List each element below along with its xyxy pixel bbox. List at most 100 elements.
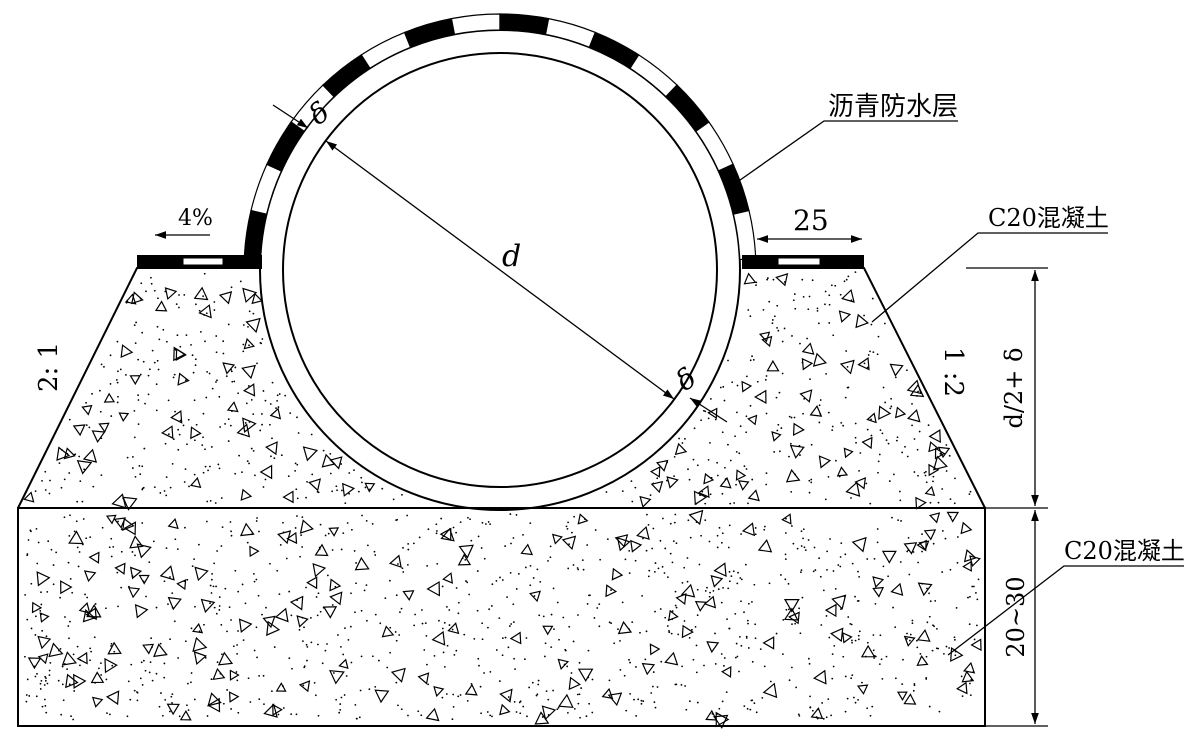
aggregate-dot [86,596,89,599]
aggregate-dot [363,589,366,592]
aggregate-dot [195,423,198,426]
aggregate-dot [605,491,608,493]
aggregate-dot [250,533,253,536]
aggregate-dot [90,650,93,653]
aggregate-dot [278,393,281,395]
aggregate-dot [241,433,243,436]
aggregate-dot [155,409,158,412]
aggregate-dot [448,609,451,611]
aggregate-dot [925,655,928,658]
aggregate-triangle [855,313,870,329]
aggregate-dot [39,609,42,612]
aggregate-triangle [381,625,395,638]
aggregate-dot [640,699,643,702]
aggregate-triangle [843,447,854,459]
aggregate-triangle [161,425,174,440]
aggregate-dot [666,625,669,627]
aggregate-dot [640,702,643,705]
aggregate-dot [854,639,857,642]
aggregate-dot [269,423,271,426]
aggregate-dot [481,521,484,524]
aggregate-dot [68,534,71,537]
aggregate-dot [264,399,267,402]
aggregate-dot [568,543,571,546]
aggregate-dot [171,702,173,704]
aggregate-dot [802,528,805,531]
aggregate-dot [809,706,812,709]
aggregate-triangle [136,543,152,559]
aggregate-dot [790,416,793,419]
aggregate-dot [69,514,71,517]
aggregate-dot [890,405,893,408]
aggregate-dot [253,580,256,583]
aggregate-dot [98,667,100,670]
waterproof-label: 沥青防水层 [828,92,958,122]
aggregate-dot [331,490,334,493]
aggregate-dot [258,530,260,533]
aggregate-dot [779,450,781,453]
aggregate-dot [578,661,581,664]
aggregate-dot [315,596,318,598]
aggregate-dot [82,518,85,520]
aggregate-dot [108,713,111,716]
aggregate-dot [255,626,258,629]
aggregate-dot [295,713,298,716]
aggregate-dot [300,534,303,537]
aggregate-dot [778,391,781,394]
aggregate-dot [878,663,881,666]
aggregate-dot [927,424,930,427]
aggregate-triangle [713,562,727,577]
aggregate-dot [219,426,222,428]
aggregate-dot [250,447,253,450]
aggregate-dot [44,675,47,678]
aggregate-dot [933,625,935,628]
aggregate-triangle [321,453,336,468]
aggregate-dot [652,482,655,485]
aggregate-dot [807,657,810,660]
aggregate-dot [736,655,739,658]
aggregate-dot [316,614,319,617]
aggregate-dot [269,562,271,565]
aggregate-dot [344,627,346,630]
aggregate-dot [542,615,545,618]
aggregate-triangle [23,491,35,503]
aggregate-dot [142,360,145,363]
aggregate-dot [900,520,902,522]
aggregate-dot [110,642,113,645]
aggregate-dot [909,633,912,636]
aggregate-dot [487,626,489,629]
aggregate-dot [139,473,142,476]
aggregate-triangle [105,690,120,706]
aggregate-dot [186,443,188,446]
aggregate-dot [708,540,711,543]
aggregate-dot [755,284,757,287]
aggregate-dot [41,629,44,632]
aggregate-dot [218,467,221,470]
aggregate-dot [925,481,928,484]
waterproof-segment [717,163,750,215]
aggregate-dot [99,389,101,392]
aggregate-dot [216,550,218,552]
aggregate-triangle [551,533,563,545]
aggregate-dot [806,337,809,340]
aggregate-dot [567,567,570,570]
aggregate-dot [743,705,746,707]
aggregate-dot [253,649,256,652]
aggregate-dot [888,480,891,482]
aggregate-dot [731,381,734,384]
aggregate-dot [89,536,92,539]
aggregate-triangle [836,466,849,477]
aggregate-dot [955,607,958,609]
aggregate-dot [303,666,306,669]
aggregate-dot [481,622,484,625]
aggregate-dot [762,308,765,311]
aggregate-dot [926,621,929,624]
aggregate-dot [151,679,154,682]
waterproof-segment [665,84,710,133]
aggregate-dot [463,633,466,636]
aggregate-dot [769,680,772,683]
aggregate-dot [228,606,231,608]
aggregate-dot [879,634,882,637]
asphalt-waterproof-layer [243,13,757,261]
